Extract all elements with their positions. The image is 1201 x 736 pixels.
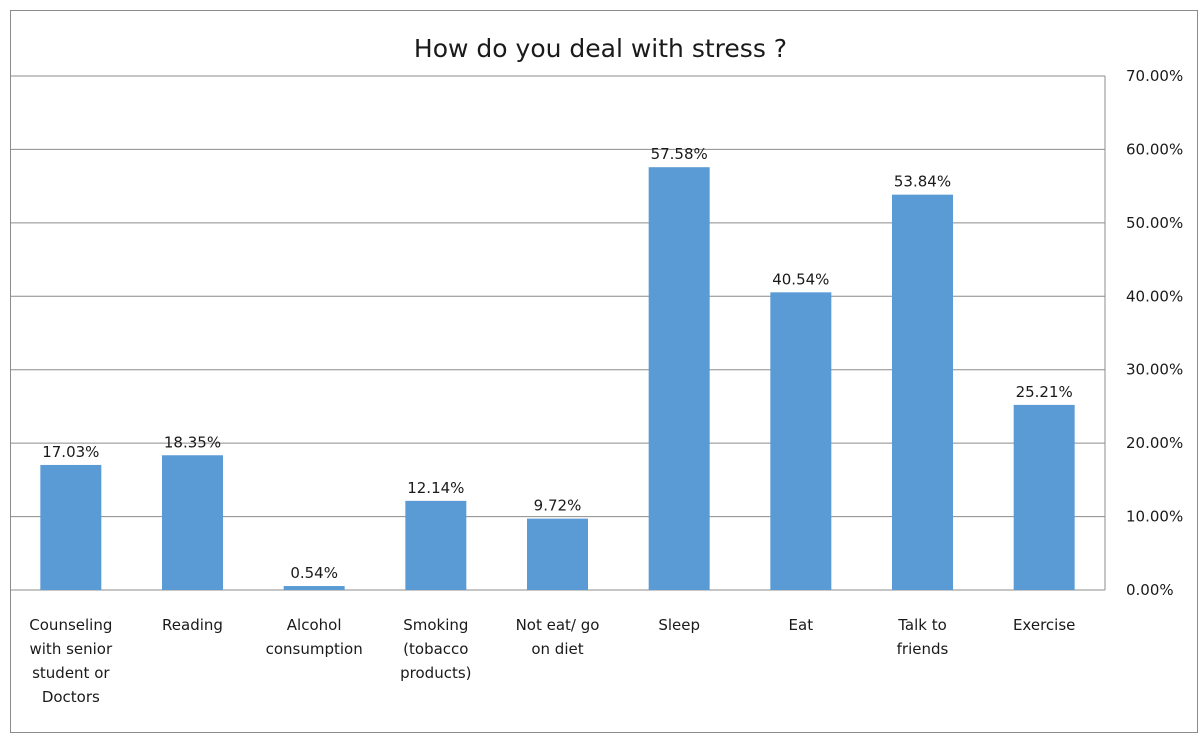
y-tick-label: 20.00%	[1126, 434, 1183, 452]
category-label: Reading	[162, 616, 223, 634]
category-label: Alcohol	[287, 616, 342, 634]
data-label: 17.03%	[42, 443, 99, 461]
category-label: Counseling	[29, 616, 112, 634]
bar	[527, 518, 588, 590]
bar	[1013, 404, 1075, 590]
bar	[405, 500, 467, 590]
bar	[40, 464, 102, 590]
data-label: 57.58%	[651, 145, 708, 163]
data-label: 53.84%	[894, 173, 951, 191]
bar	[162, 455, 223, 590]
y-tick-label: 30.00%	[1126, 361, 1183, 379]
category-label: (tobacco	[403, 640, 468, 658]
y-tick-label: 50.00%	[1126, 214, 1183, 232]
bar	[770, 292, 832, 590]
category-label: friends	[897, 640, 949, 658]
category-label: products)	[400, 664, 471, 682]
chart-title: How do you deal with stress ?	[413, 34, 788, 63]
data-label: 18.35%	[164, 433, 221, 451]
y-tick-label: 40.00%	[1126, 287, 1183, 305]
data-label: 25.21%	[1016, 383, 1073, 401]
data-label: 40.54%	[772, 270, 829, 288]
y-tick-label: 0.00%	[1126, 581, 1174, 599]
category-label: Sleep	[658, 616, 700, 634]
category-label: Doctors	[42, 688, 100, 706]
bar	[648, 167, 710, 590]
data-label: 12.14%	[407, 479, 464, 497]
category-label: Eat	[789, 616, 814, 634]
y-tick-label: 70.00%	[1126, 67, 1183, 85]
category-label: Talk to	[897, 616, 947, 634]
bar	[283, 586, 345, 590]
y-tick-label: 10.00%	[1126, 508, 1183, 526]
category-label: Not eat/ go	[516, 616, 600, 634]
category-label: Smoking	[403, 616, 468, 634]
category-label: with senior	[30, 640, 113, 658]
data-label: 0.54%	[290, 564, 338, 582]
chart-frame	[10, 10, 1198, 733]
category-label: student or	[32, 664, 110, 682]
bar	[892, 194, 953, 590]
category-label: on diet	[531, 640, 583, 658]
data-label: 9.72%	[534, 497, 582, 515]
category-label: Exercise	[1013, 616, 1075, 634]
category-label: consumption	[266, 640, 363, 658]
y-tick-label: 60.00%	[1126, 140, 1183, 158]
